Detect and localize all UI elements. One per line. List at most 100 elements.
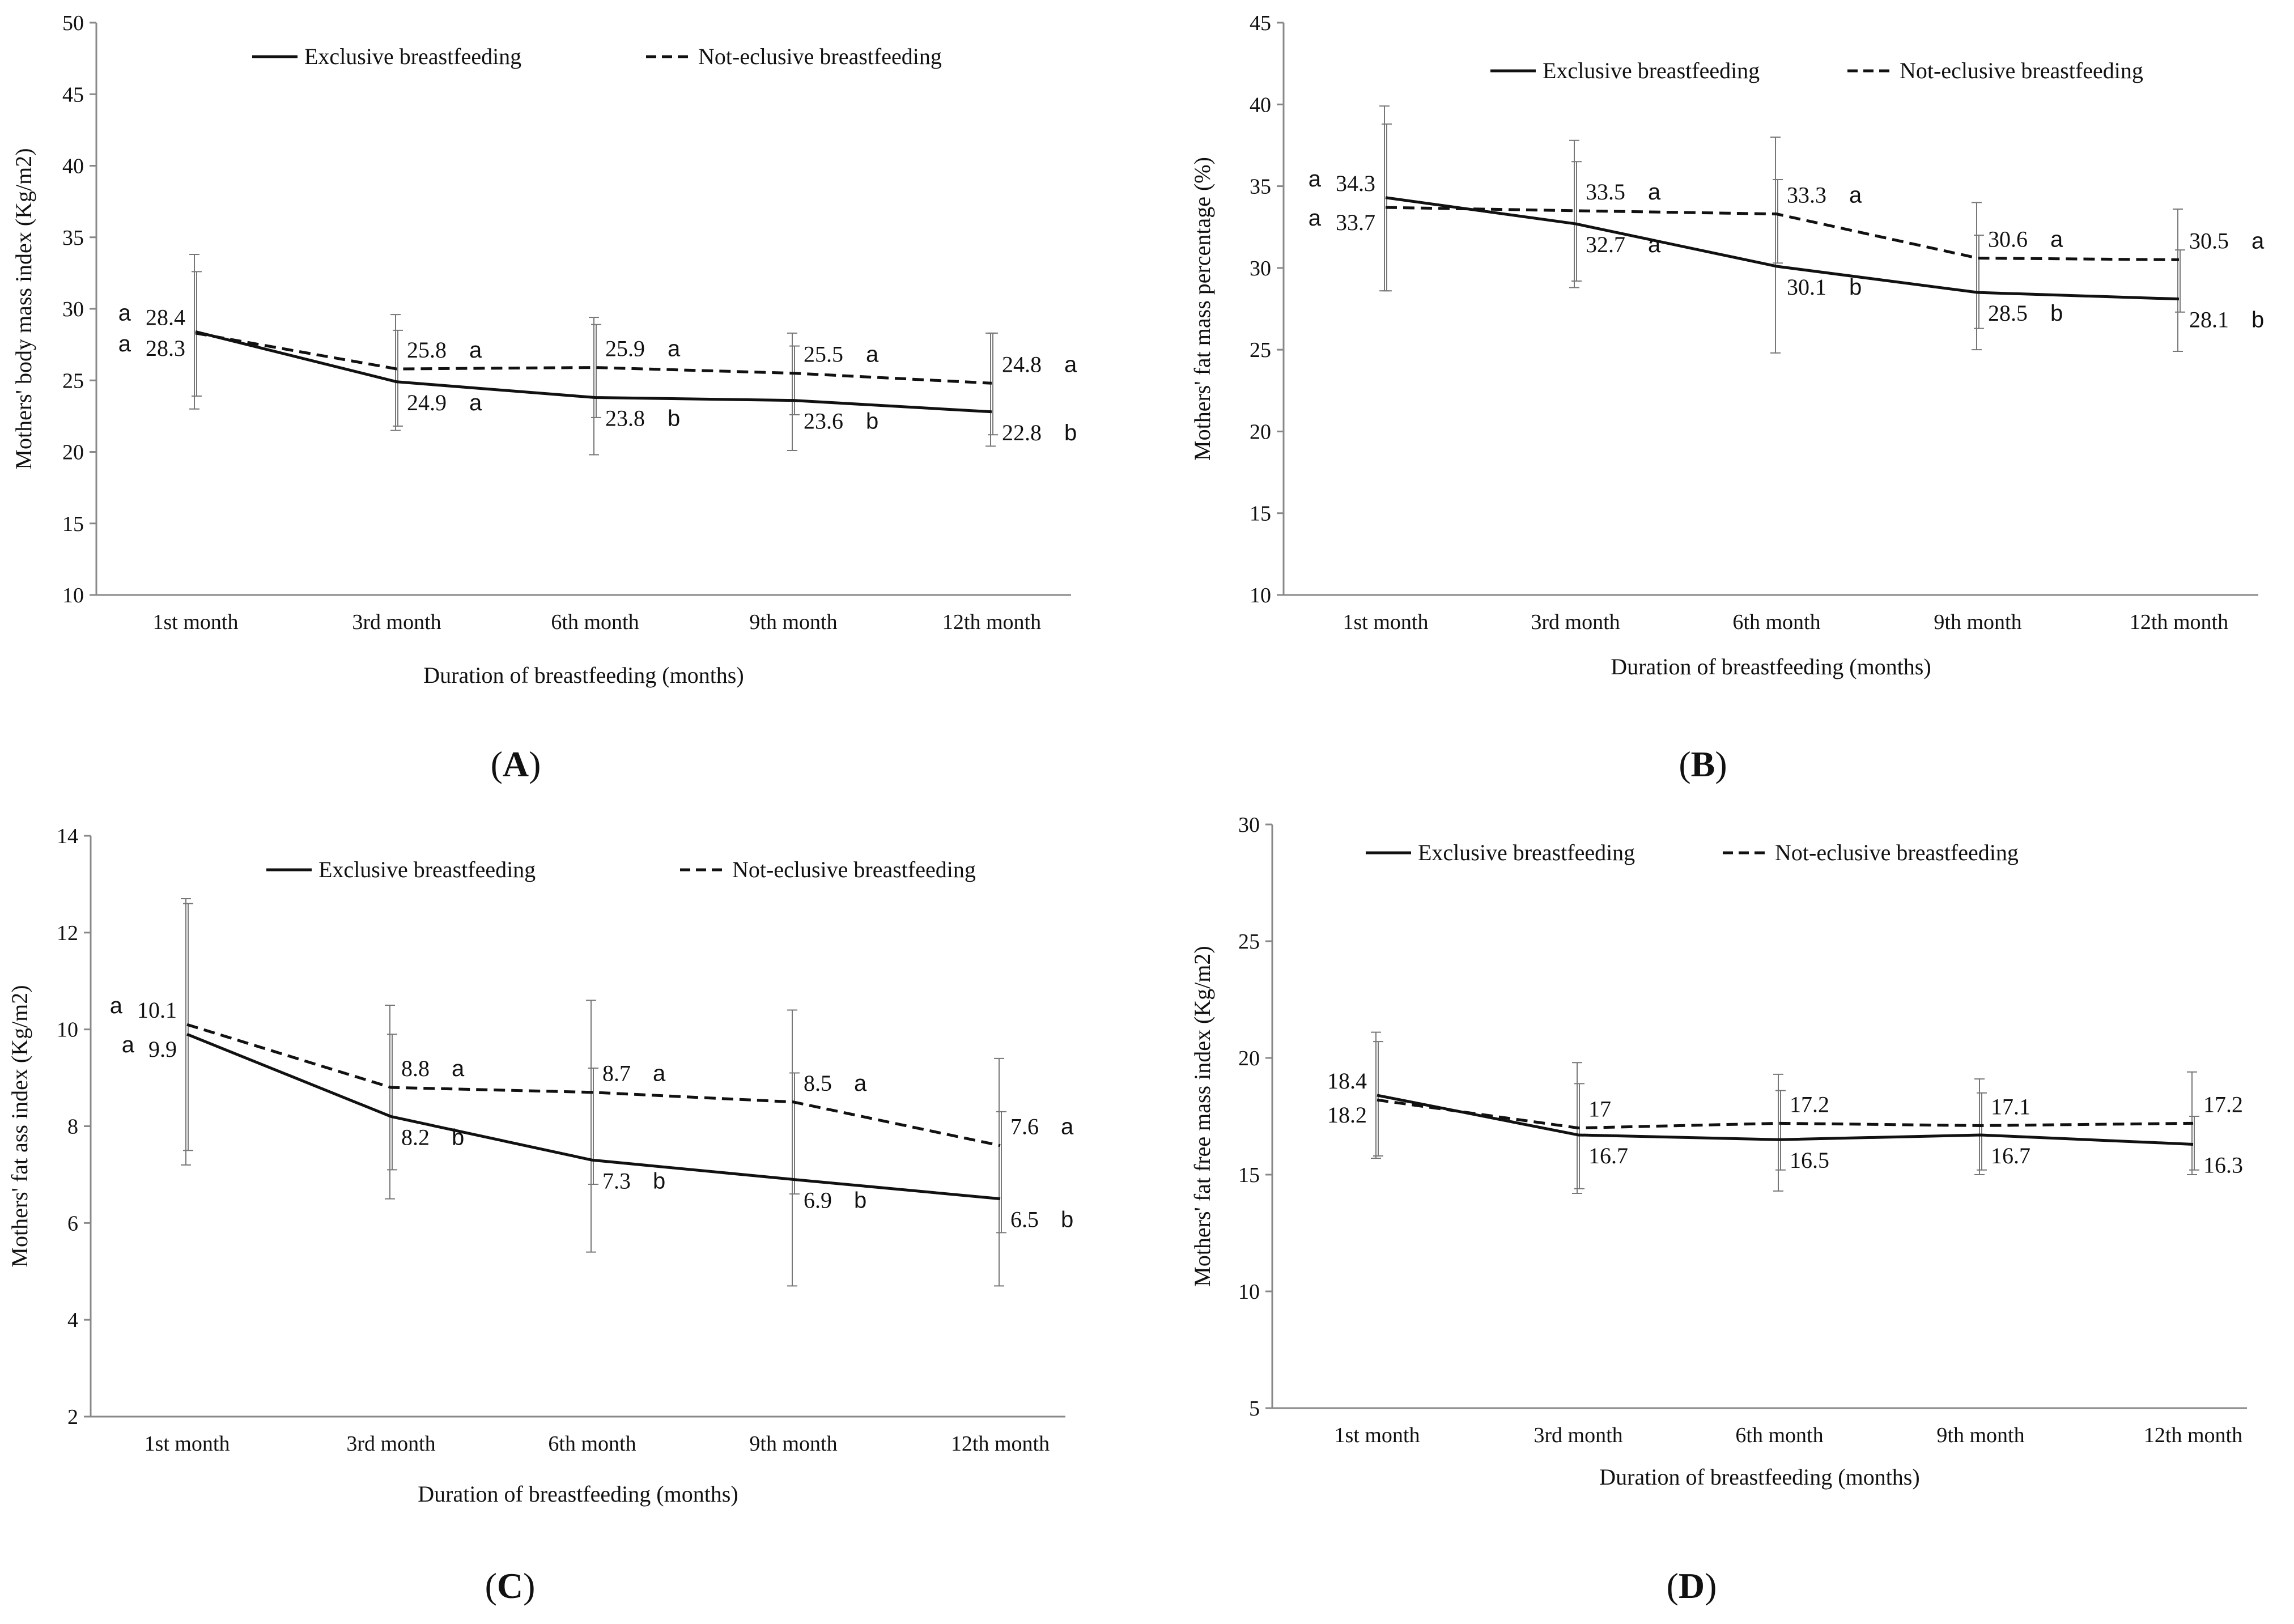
series-line-exclusive xyxy=(1377,1094,2194,1146)
data-label-exclusive: 6.5 xyxy=(1010,1207,1039,1232)
panel-label-paren-close: ) xyxy=(1705,1566,1717,1606)
significance-letter-exclusive: b xyxy=(668,406,680,431)
y-tick-label: 25 xyxy=(1250,338,1271,362)
panel-label-paren-open: ( xyxy=(485,1566,497,1606)
y-axis-title: Mothers' body mass index (Kg/m2) xyxy=(11,148,36,469)
significance-letter-not-exclusive: a xyxy=(866,342,879,367)
y-tick-label: 10 xyxy=(1250,584,1271,607)
data-label-exclusive: 30.1 xyxy=(1787,274,1826,300)
data-label-not-exclusive: 17.1 xyxy=(1991,1094,2030,1119)
panel-label-paren-open: ( xyxy=(491,744,503,784)
data-label-not-exclusive: 17.2 xyxy=(2203,1091,2243,1117)
legend-label-not-exclusive: Not-eclusive breastfeeding xyxy=(732,857,976,882)
significance-letter-not-exclusive: a xyxy=(854,1071,867,1096)
data-label-not-exclusive: 25.9 xyxy=(605,336,645,362)
y-tick-label: 20 xyxy=(1250,420,1271,444)
data-label-exclusive: 28.4 xyxy=(146,304,185,330)
x-tick-label: 12th month xyxy=(942,610,1041,634)
legend-label-exclusive: Exclusive breastfeeding xyxy=(318,857,536,882)
y-tick-label: 40 xyxy=(1250,93,1271,117)
y-tick-label: 10 xyxy=(1238,1280,1260,1304)
y-tick-label: 14 xyxy=(57,824,78,848)
y-tick-label: 30 xyxy=(1250,257,1271,280)
y-tick-label: 5 xyxy=(1249,1397,1260,1421)
y-tick-label: 50 xyxy=(62,11,84,35)
y-tick-label: 15 xyxy=(1250,502,1271,526)
x-tick-label: 1st month xyxy=(1335,1423,1420,1447)
significance-letter-exclusive: a xyxy=(1648,232,1661,257)
data-label-exclusive: 6.9 xyxy=(804,1187,832,1213)
y-axis-title: Mothers' fat mass percentage (%) xyxy=(1190,157,1215,461)
significance-letter-not-exclusive: a xyxy=(668,337,681,362)
y-tick-label: 15 xyxy=(1238,1163,1260,1187)
significance-letter-not-exclusive: a xyxy=(1309,206,1322,231)
x-tick-label: 12th month xyxy=(2144,1423,2242,1447)
y-tick-label: 8 xyxy=(67,1115,78,1139)
y-tick-label: 12 xyxy=(57,921,78,945)
data-label-exclusive: 7.3 xyxy=(602,1168,631,1193)
data-label-not-exclusive: 30.6 xyxy=(1988,227,2028,252)
significance-letter-exclusive: a xyxy=(1309,167,1322,192)
significance-letter-exclusive: a xyxy=(469,390,482,415)
y-tick-label: 45 xyxy=(1250,11,1271,35)
panel-label-paren-open: ( xyxy=(1679,744,1690,784)
y-tick-label: 2 xyxy=(67,1405,78,1429)
data-label-not-exclusive: 25.8 xyxy=(407,337,447,363)
x-axis-title: Duration of breastfeeding (months) xyxy=(423,662,744,688)
x-tick-label: 3rd month xyxy=(1531,610,1620,634)
data-label-exclusive: 32.7 xyxy=(1586,232,1625,257)
y-axis-title: Mothers' fat free mass index (Kg/m2) xyxy=(1190,946,1215,1286)
y-tick-label: 4 xyxy=(67,1308,78,1332)
significance-letter-exclusive: b xyxy=(866,409,878,434)
x-tick-label: 9th month xyxy=(1936,1423,2024,1447)
chart-panel-d: 5 10 15 20 25 30 1st month 3rd month 6th month 9t… xyxy=(1190,813,2247,1606)
x-tick-label: 1st month xyxy=(1343,610,1429,634)
panel-label-paren-close: ) xyxy=(523,1566,535,1606)
y-tick-label: 25 xyxy=(1238,930,1260,954)
y-tick-label: 35 xyxy=(1250,175,1271,199)
data-label-exclusive: 28.5 xyxy=(1988,300,2028,326)
series-line-exclusive xyxy=(186,1032,1001,1201)
data-label-not-exclusive: 33.7 xyxy=(1336,210,1375,235)
data-label-exclusive: 23.6 xyxy=(804,409,843,434)
y-tick-label: 20 xyxy=(62,441,84,465)
significance-letter-not-exclusive: a xyxy=(110,993,123,1018)
data-label-not-exclusive: 17 xyxy=(1588,1096,1611,1122)
data-label-not-exclusive: 33.5 xyxy=(1586,179,1625,205)
significance-letter-exclusive: b xyxy=(1849,275,1862,300)
data-label-not-exclusive: 8.7 xyxy=(602,1061,631,1086)
significance-letter-not-exclusive: a xyxy=(118,331,131,356)
y-tick-label: 35 xyxy=(62,226,84,250)
data-label-exclusive: 9.9 xyxy=(148,1036,177,1062)
x-tick-label: 3rd month xyxy=(1533,1423,1622,1447)
y-tick-label: 25 xyxy=(62,369,84,393)
chart-panel-a: 10 15 20 25 30 35 40 45 50 1st month 3rd month 6th … xyxy=(11,11,1077,784)
significance-letter-not-exclusive: a xyxy=(2251,228,2265,253)
significance-letter-not-exclusive: a xyxy=(469,338,482,363)
y-tick-label: 30 xyxy=(62,297,84,321)
data-label-not-exclusive: 17.2 xyxy=(1790,1091,1829,1117)
x-tick-label: 9th month xyxy=(749,610,837,634)
x-tick-label: 12th month xyxy=(951,1432,1050,1456)
panel-label-paren-close: ) xyxy=(1715,744,1727,784)
legend-label-exclusive: Exclusive breastfeeding xyxy=(304,44,521,69)
x-tick-label: 6th month xyxy=(1735,1423,1823,1447)
significance-letter-not-exclusive: a xyxy=(452,1056,465,1081)
y-tick-label: 40 xyxy=(62,155,84,178)
legend-label-not-exclusive: Not-eclusive breastfeeding xyxy=(1900,58,2143,83)
significance-letter-exclusive: a xyxy=(122,1032,135,1057)
panel-label-paren-close: ) xyxy=(529,744,541,784)
data-label-exclusive: 16.5 xyxy=(1790,1147,1829,1173)
data-label-not-exclusive: 30.5 xyxy=(2189,228,2229,253)
significance-letter-exclusive: b xyxy=(653,1168,665,1193)
panel-label-letter: C xyxy=(497,1566,523,1606)
data-label-not-exclusive: 18.2 xyxy=(1327,1102,1367,1128)
significance-letter-not-exclusive: a xyxy=(1849,183,1862,208)
x-tick-label: 9th month xyxy=(749,1432,837,1456)
significance-letter-not-exclusive: a xyxy=(1648,180,1661,205)
chart-panel-c: 2 4 6 8 10 12 14 1st month 3rd month 6th month 9th… xyxy=(7,824,1074,1606)
significance-letter-exclusive: b xyxy=(1061,1208,1073,1232)
panel-label-letter: B xyxy=(1691,744,1715,784)
